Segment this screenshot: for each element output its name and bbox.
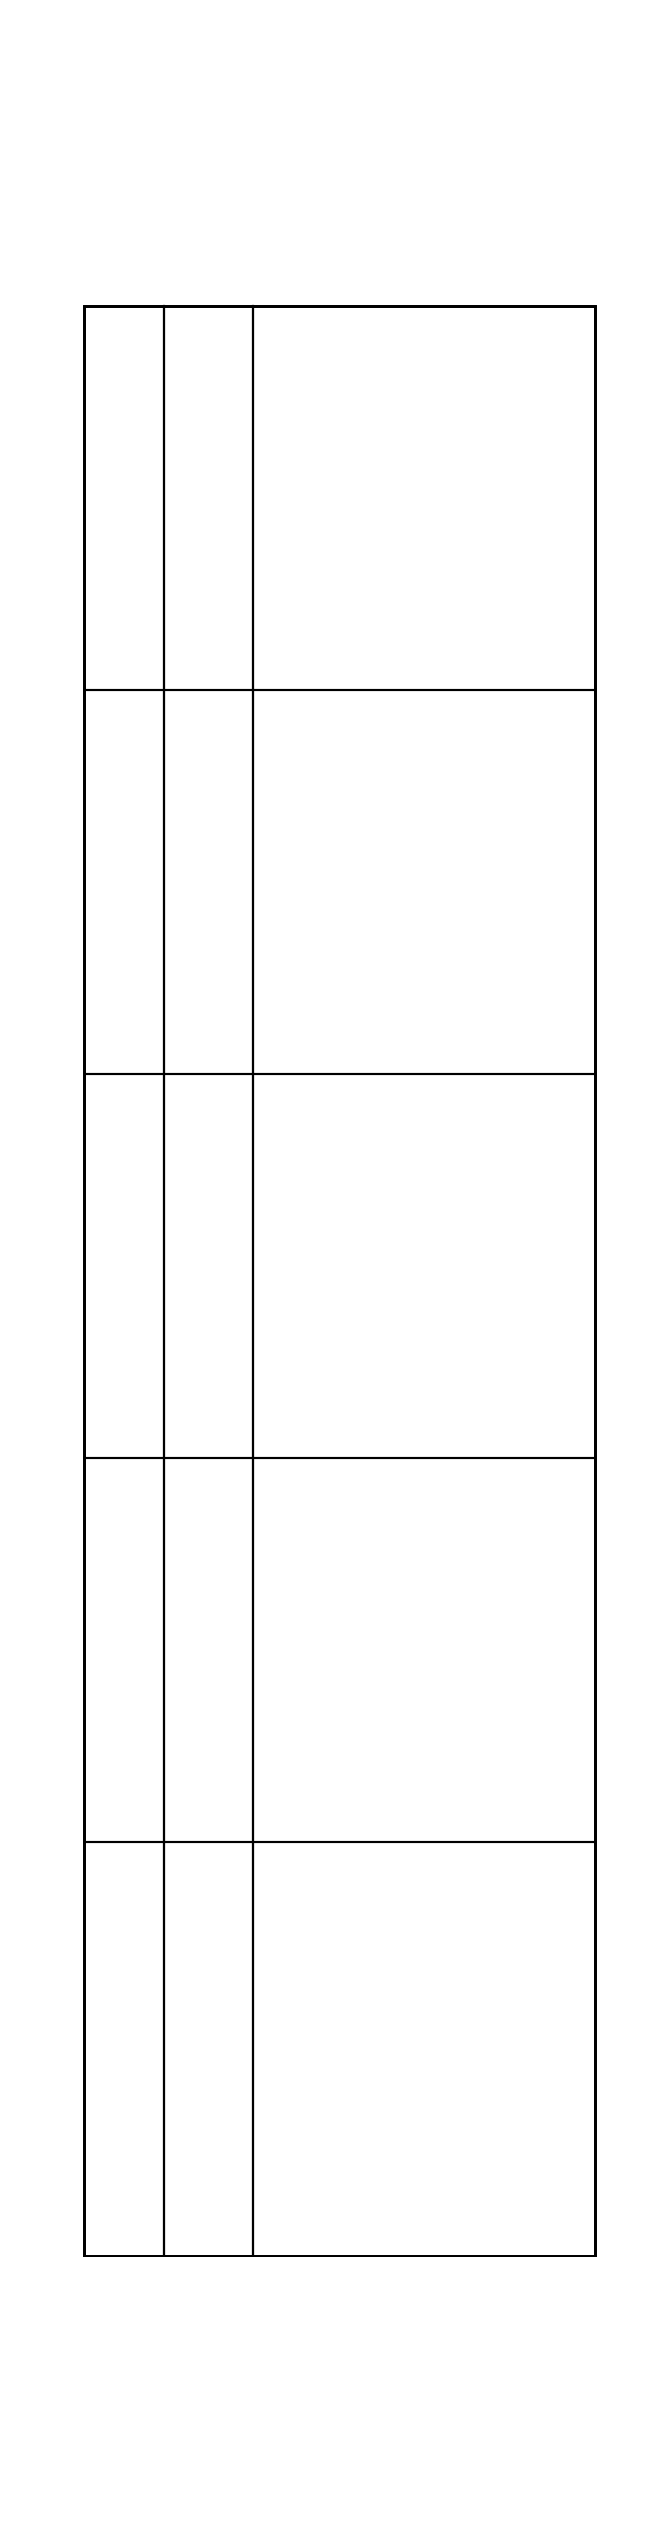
Text: 0.2 μm: 0.2 μm <box>469 578 479 616</box>
Bar <box>267 705 581 1058</box>
Text: 1100°C  300s: 1100°C 300s <box>200 431 217 566</box>
Text: 截面照片: 截面照片 <box>413 2097 435 2151</box>
Text: TEM: TEM <box>412 1986 436 2047</box>
Bar <box>267 1090 581 1443</box>
Text: 样哅 6: 样哅 6 <box>112 1240 136 1293</box>
Text: 1000°C  300s: 1000°C 300s <box>200 814 217 948</box>
Bar <box>267 322 581 675</box>
Text: 0.2 μm: 0.2 μm <box>469 969 479 1007</box>
Text: 800°C  300s: 800°C 300s <box>200 1590 217 1712</box>
Text: 样哅 8: 样哅 8 <box>112 472 136 525</box>
Text: 热处理条件: 热处理条件 <box>158 2016 180 2082</box>
Text: 样哅 5: 样哅 5 <box>112 1623 136 1676</box>
Text: 0.2 μm: 0.2 μm <box>475 1359 485 1400</box>
Bar <box>267 1473 581 1826</box>
Text: 样哅 7: 样哅 7 <box>112 855 136 908</box>
Text: 900°C  300s: 900°C 300s <box>200 1205 217 1326</box>
